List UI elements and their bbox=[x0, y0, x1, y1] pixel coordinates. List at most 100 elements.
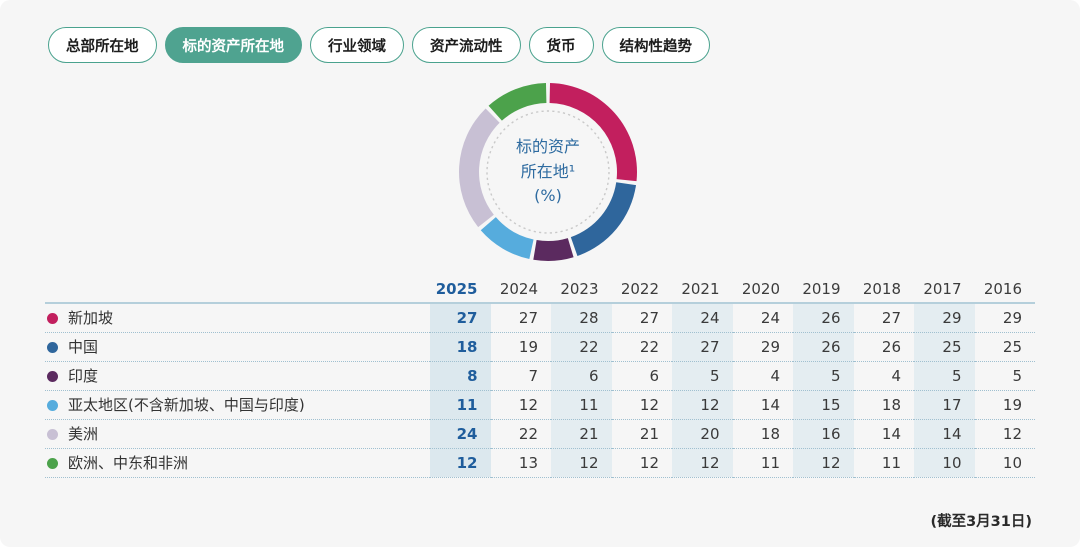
cell-2024-row1: 19 bbox=[490, 332, 551, 362]
cell-2024-row5: 13 bbox=[490, 448, 551, 478]
filter-tab-2[interactable]: 行业领域 bbox=[310, 27, 404, 63]
cell-2023-row1: 22 bbox=[551, 332, 612, 362]
cell-2016-row1: 25 bbox=[974, 332, 1035, 362]
legend-dot-icon bbox=[47, 371, 58, 382]
filter-tab-0[interactable]: 总部所在地 bbox=[48, 27, 157, 63]
year-header-2022: 2022 bbox=[611, 276, 672, 304]
cell-2019-row2: 5 bbox=[793, 361, 854, 391]
cell-2017-row4: 14 bbox=[914, 419, 975, 449]
cell-2020-row4: 18 bbox=[732, 419, 793, 449]
cell-2016-row2: 5 bbox=[974, 361, 1035, 391]
cell-2023-row4: 21 bbox=[551, 419, 612, 449]
cell-2019-row5: 12 bbox=[793, 448, 854, 478]
header-label-spacer bbox=[45, 276, 430, 304]
year-header-2021: 2021 bbox=[672, 276, 733, 304]
cell-2016-row0: 29 bbox=[974, 303, 1035, 333]
cell-2021-row5: 12 bbox=[672, 448, 733, 478]
legend-dot-icon bbox=[47, 313, 58, 325]
row-label-text: 美洲 bbox=[68, 425, 99, 443]
cell-2025-row1: 18 bbox=[430, 332, 491, 362]
cell-2018-row2: 4 bbox=[853, 361, 914, 391]
year-header-2017: 2017 bbox=[914, 276, 975, 304]
cell-2018-row1: 26 bbox=[853, 332, 914, 362]
cell-2025-row2: 8 bbox=[430, 361, 491, 391]
year-header-2018: 2018 bbox=[853, 276, 914, 304]
cell-2016-row5: 10 bbox=[974, 448, 1035, 478]
filter-tabs: 总部所在地 标的资产所在地 行业领域 资产流动性 货币 结构性趋势 bbox=[48, 27, 710, 63]
donut-chart-svg bbox=[458, 83, 638, 262]
row-label-text: 中国 bbox=[68, 338, 99, 356]
table-header-row: 2025 2024 2023 2022 2021 2020 2019 2018 2017 2016 bbox=[45, 276, 1035, 304]
cell-2025-row4: 24 bbox=[430, 419, 491, 449]
cell-2020-row2: 4 bbox=[732, 361, 793, 391]
cell-2019-row4: 16 bbox=[793, 419, 854, 449]
table-row-3: 亚太地区(不含新加坡、中国与印度) 11 12 11 12 12 14 15 18 17 19 bbox=[45, 390, 1035, 420]
year-header-2016: 2016 bbox=[974, 276, 1035, 304]
filter-tab-5[interactable]: 结构性趋势 bbox=[601, 27, 710, 63]
cell-2022-row2: 6 bbox=[611, 361, 672, 391]
cell-2021-row1: 27 bbox=[672, 332, 733, 362]
cell-2020-row3: 14 bbox=[732, 390, 793, 420]
cell-2024-row3: 12 bbox=[490, 390, 551, 420]
cell-2022-row0: 27 bbox=[611, 303, 672, 333]
allocation-table-wrap: 2025 2024 2023 2022 2021 2020 2019 2018 2017 2016… bbox=[45, 276, 1035, 478]
filter-tab-4[interactable]: 货币 bbox=[528, 27, 594, 63]
cell-2023-row3: 11 bbox=[551, 390, 612, 420]
row-label-0: 新加坡 bbox=[45, 303, 430, 333]
donut-segment-3 bbox=[480, 217, 534, 260]
cell-2024-row2: 7 bbox=[490, 361, 551, 391]
legend-dot-icon bbox=[47, 458, 58, 469]
cell-2020-row1: 29 bbox=[732, 332, 793, 362]
cell-2025-row5: 12 bbox=[430, 448, 491, 478]
cell-2022-row3: 12 bbox=[611, 390, 672, 420]
cell-2023-row2: 6 bbox=[551, 361, 612, 391]
donut-segment-2 bbox=[533, 238, 574, 262]
allocation-table: 2025 2024 2023 2022 2021 2020 2019 2018 2017 2016… bbox=[45, 276, 1035, 478]
cell-2021-row3: 12 bbox=[672, 390, 733, 420]
donut-segment-5 bbox=[488, 83, 547, 121]
cell-2016-row4: 12 bbox=[974, 419, 1035, 449]
row-label-text: 印度 bbox=[68, 367, 99, 385]
row-label-2: 印度 bbox=[45, 361, 430, 391]
cell-2023-row5: 12 bbox=[551, 448, 612, 478]
donut-title-line2: 所在地¹ bbox=[520, 161, 576, 181]
donut-title-line3: (%) bbox=[534, 186, 562, 206]
row-label-5: 欧洲、中东和非洲 bbox=[45, 448, 430, 478]
cell-2021-row2: 5 bbox=[672, 361, 733, 391]
filter-tab-3[interactable]: 资产流动性 bbox=[412, 27, 521, 63]
table-row-0: 新加坡 27 27 28 27 24 24 26 27 29 29 bbox=[45, 303, 1035, 333]
cell-2016-row3: 19 bbox=[974, 390, 1035, 420]
row-label-text: 欧洲、中东和非洲 bbox=[68, 454, 189, 472]
donut-segment-1 bbox=[570, 182, 637, 256]
cell-2022-row1: 22 bbox=[611, 332, 672, 362]
cell-2018-row3: 18 bbox=[853, 390, 914, 420]
cell-2022-row5: 12 bbox=[611, 448, 672, 478]
cell-2023-row0: 28 bbox=[551, 303, 612, 333]
filter-tab-1[interactable]: 标的资产所在地 bbox=[164, 27, 302, 63]
cell-2018-row0: 27 bbox=[853, 303, 914, 333]
donut-title-line1: 标的资产 bbox=[515, 136, 580, 156]
cell-2022-row4: 21 bbox=[611, 419, 672, 449]
cell-2019-row1: 26 bbox=[793, 332, 854, 362]
table-row-4: 美洲 24 22 21 21 20 18 16 14 14 12 bbox=[45, 419, 1035, 449]
cell-2019-row3: 15 bbox=[793, 390, 854, 420]
donut-inner-dotted-ring bbox=[486, 110, 610, 234]
year-header-2020: 2020 bbox=[732, 276, 793, 304]
cell-2017-row0: 29 bbox=[914, 303, 975, 333]
cell-2017-row1: 25 bbox=[914, 332, 975, 362]
cell-2019-row0: 26 bbox=[793, 303, 854, 333]
row-label-4: 美洲 bbox=[45, 419, 430, 449]
cell-2025-row3: 11 bbox=[430, 390, 491, 420]
year-header-2025: 2025 bbox=[430, 276, 491, 304]
as-of-date-note: (截至3月31日) bbox=[930, 514, 1032, 530]
cell-2020-row0: 24 bbox=[732, 303, 793, 333]
donut-center-label: 标的资产 所在地¹ (%) bbox=[483, 107, 613, 237]
legend-dot-icon bbox=[47, 342, 58, 353]
table-row-2: 印度 8 7 6 6 5 4 5 4 5 5 bbox=[45, 361, 1035, 391]
cell-2018-row4: 14 bbox=[853, 419, 914, 449]
cell-2017-row2: 5 bbox=[914, 361, 975, 391]
donut-segment-4 bbox=[458, 108, 500, 228]
year-header-2023: 2023 bbox=[551, 276, 612, 304]
cell-2021-row0: 24 bbox=[672, 303, 733, 333]
